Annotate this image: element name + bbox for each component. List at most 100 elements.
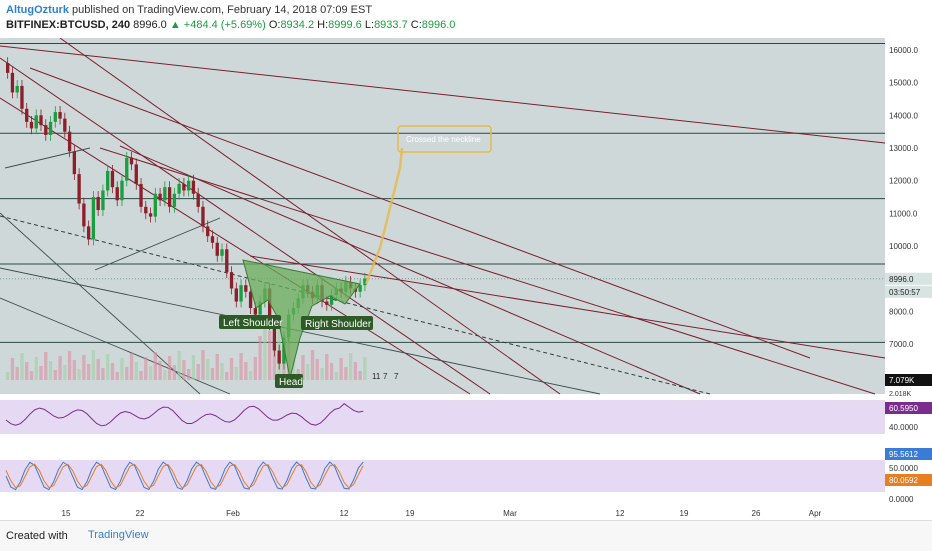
- candle-body: [253, 308, 258, 315]
- stoch-k-line: [5, 461, 364, 491]
- x-tick-label: 12: [340, 509, 349, 518]
- volume-bar: [10, 358, 15, 380]
- neckline-note: Crossed the neckline: [406, 135, 481, 144]
- candle-body: [163, 187, 167, 201]
- candle-body: [120, 180, 124, 201]
- x-tick-label: 15: [62, 509, 71, 518]
- candle-body: [267, 288, 272, 325]
- volume-bar: [58, 356, 62, 380]
- y-tick-label: 15000.0: [889, 79, 918, 88]
- label-bg-left_shoulder: [219, 315, 281, 329]
- candle-body: [172, 193, 177, 207]
- channel-line-1: [0, 297, 231, 395]
- volume-bar: [67, 351, 72, 380]
- volume-bar: [129, 353, 134, 380]
- candle-body: [325, 301, 329, 305]
- volume-bar: [148, 366, 153, 380]
- volume-bar: [53, 370, 57, 380]
- candle-body: [106, 170, 110, 191]
- candle-body: [6, 63, 10, 73]
- event-marker: 7: [383, 372, 388, 381]
- candle-body: [34, 115, 38, 129]
- y-tick-label: 7000.0: [889, 340, 914, 349]
- x-tick-label: 12: [616, 509, 625, 518]
- candle-body: [201, 206, 205, 227]
- candle-body: [125, 157, 129, 181]
- candle-body: [39, 115, 43, 126]
- low-value: 8933.7: [374, 19, 408, 31]
- volume-bar: [34, 357, 38, 380]
- rsi-line: [5, 403, 364, 427]
- candle-body: [86, 226, 91, 240]
- volume-bar: [220, 363, 224, 380]
- volume-bar: [196, 364, 200, 380]
- volume-bar: [120, 358, 124, 380]
- volume-bar: [106, 354, 110, 380]
- volume-bar: [201, 350, 205, 380]
- volume-bar: [320, 368, 324, 380]
- trend-line-7: [249, 255, 886, 359]
- candle-body: [115, 187, 119, 201]
- candle-body: [272, 324, 277, 351]
- high-value: 8999.6: [328, 19, 362, 31]
- volume-bar: [91, 350, 96, 380]
- label-left_shoulder: Left Shoulder: [223, 318, 283, 329]
- candle-body: [220, 249, 224, 256]
- label-head: Head: [279, 377, 303, 388]
- volume-bar: [6, 372, 10, 380]
- candle-body: [196, 193, 200, 207]
- volume-bar: [96, 359, 100, 380]
- volume-bar: [167, 356, 172, 380]
- volume-tag: 7.079K: [889, 376, 915, 385]
- volume-bar: [39, 366, 43, 380]
- rsi-value-tag: 60.5950: [889, 404, 918, 413]
- candle-body: [63, 118, 67, 132]
- stoch-tick-0: 0.0000: [889, 495, 914, 504]
- footer-bar: Created with TradingView: [0, 520, 932, 551]
- label-right_shoulder: Right Shoulder: [305, 319, 372, 330]
- tradingview-brand[interactable]: TradingView: [88, 529, 149, 541]
- rsi-band: [0, 400, 885, 434]
- volume-bar: [244, 362, 248, 380]
- candle-body: [15, 85, 19, 93]
- publish-line: AltugOzturk published on TradingView.com…: [6, 4, 372, 16]
- x-tick-label: 22: [136, 509, 145, 518]
- volume-bar: [215, 354, 219, 380]
- stoch-d-tag-bg: [885, 474, 932, 486]
- x-tick-label: Apr: [809, 509, 822, 518]
- candle-body: [248, 291, 253, 309]
- volume-bar: [144, 357, 148, 380]
- support-line: [94, 217, 221, 271]
- label-bg-right_shoulder: [301, 316, 373, 330]
- candle-body: [148, 213, 153, 217]
- volume-bar: [72, 360, 77, 380]
- candle-body: [277, 350, 281, 364]
- volume-bar: [334, 372, 338, 380]
- label-bg-head: [275, 374, 303, 388]
- candle-body: [167, 187, 172, 207]
- x-tick-label: Mar: [503, 509, 517, 518]
- candle-body: [96, 197, 100, 211]
- volume-bar: [191, 355, 196, 380]
- volume-bar: [225, 372, 229, 380]
- volume-bar: [306, 364, 310, 380]
- x-tick-label: Feb: [226, 509, 240, 518]
- candle-body: [110, 170, 115, 188]
- candle-body: [258, 301, 262, 315]
- trend-line-5: [0, 97, 471, 395]
- candle-body: [44, 125, 48, 135]
- y-tick-label: 12000.0: [889, 177, 918, 186]
- trend-line-6: [99, 147, 876, 395]
- price-chart[interactable]: Crossed the neckline Left Shoulder Right S…: [0, 38, 932, 520]
- volume-tag-2: 2.018K: [889, 391, 912, 398]
- y-tick-label: 14000.0: [889, 111, 918, 120]
- volume-bar: [363, 357, 367, 380]
- volume-bar: [125, 367, 129, 380]
- price-change: ▲ +484.4 (+5.69%): [169, 19, 266, 31]
- trend-line-2: [29, 67, 811, 359]
- author-link[interactable]: AltugOzturk: [6, 4, 69, 16]
- stoch-d-line: [5, 463, 364, 489]
- volume-bar: [139, 371, 143, 380]
- candle-body: [134, 164, 138, 184]
- x-tick-label: 19: [406, 509, 415, 518]
